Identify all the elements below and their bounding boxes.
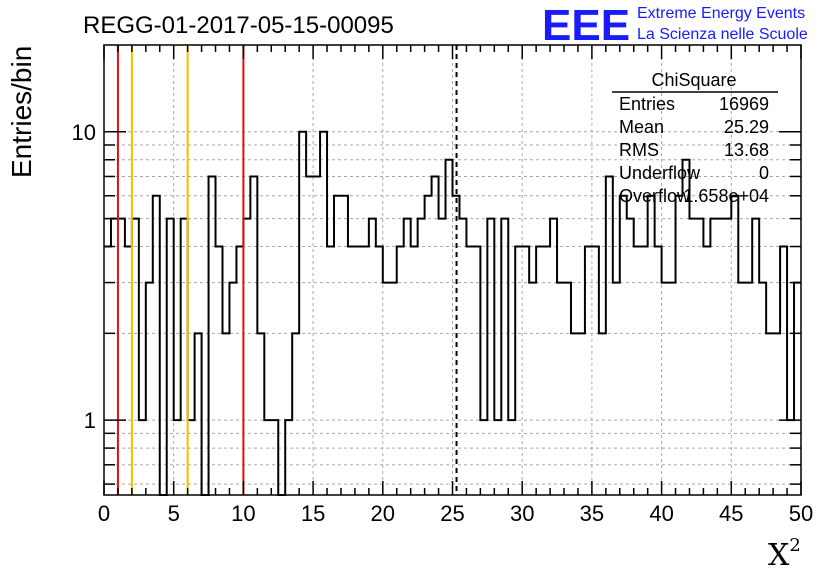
chart-title: REGG-01-2017-05-15-00095 bbox=[83, 12, 394, 39]
x-tick-label: 25 bbox=[440, 501, 464, 526]
x-axis-label-base: X bbox=[768, 538, 790, 572]
logo-line1: Extreme Energy Events bbox=[637, 5, 805, 22]
logo-text: EEE bbox=[542, 1, 630, 50]
x-axis-label-sup: 2 bbox=[789, 535, 800, 556]
stats-box: ChiSquare Entries 16969 Mean 25.29 RMS 13.68 Un… bbox=[612, 70, 778, 206]
x-tick-label: 35 bbox=[580, 501, 604, 526]
stats-row-label: Overflow bbox=[619, 186, 691, 206]
axes: 0 5 10 15 20 25 30 35 40 45 50 1 10 bbox=[72, 44, 813, 526]
stats-row-label: Mean bbox=[619, 117, 664, 137]
x-axis-label: X2 bbox=[768, 535, 801, 572]
logo-line2: La Scienza nelle Scuole bbox=[637, 26, 808, 43]
stats-row-label: RMS bbox=[619, 140, 659, 160]
x-tick-label: 50 bbox=[789, 501, 813, 526]
x-tick-label: 20 bbox=[371, 501, 395, 526]
y-tick-label: 10 bbox=[72, 120, 96, 145]
y-axis-label: Entries/bin bbox=[6, 46, 37, 178]
x-tick-label: 10 bbox=[231, 501, 255, 526]
stats-row-value: 13.68 bbox=[724, 140, 769, 160]
stats-row-value: 1.658e+04 bbox=[683, 186, 769, 206]
stats-row-label: Entries bbox=[619, 94, 675, 114]
stats-row-value: 25.29 bbox=[724, 117, 769, 137]
histogram-outline bbox=[104, 130, 801, 496]
stats-row-value: 16969 bbox=[719, 94, 769, 114]
x-tick-label: 5 bbox=[168, 501, 180, 526]
x-tick-label: 30 bbox=[510, 501, 534, 526]
stats-row-label: Underflow bbox=[619, 163, 701, 183]
x-tick-label: 15 bbox=[301, 501, 325, 526]
vertical-lines bbox=[116, 45, 458, 495]
y-tick-label: 1 bbox=[84, 408, 96, 433]
histogram-path bbox=[104, 130, 801, 496]
x-tick-label: 45 bbox=[719, 501, 743, 526]
x-tick-label: 0 bbox=[98, 501, 110, 526]
stats-row-value: 0 bbox=[759, 163, 769, 183]
eee-logo: EEE Extreme Energy Events La Scienza nel… bbox=[542, 1, 808, 50]
x-tick-label: 40 bbox=[649, 501, 673, 526]
stats-title: ChiSquare bbox=[651, 70, 736, 90]
